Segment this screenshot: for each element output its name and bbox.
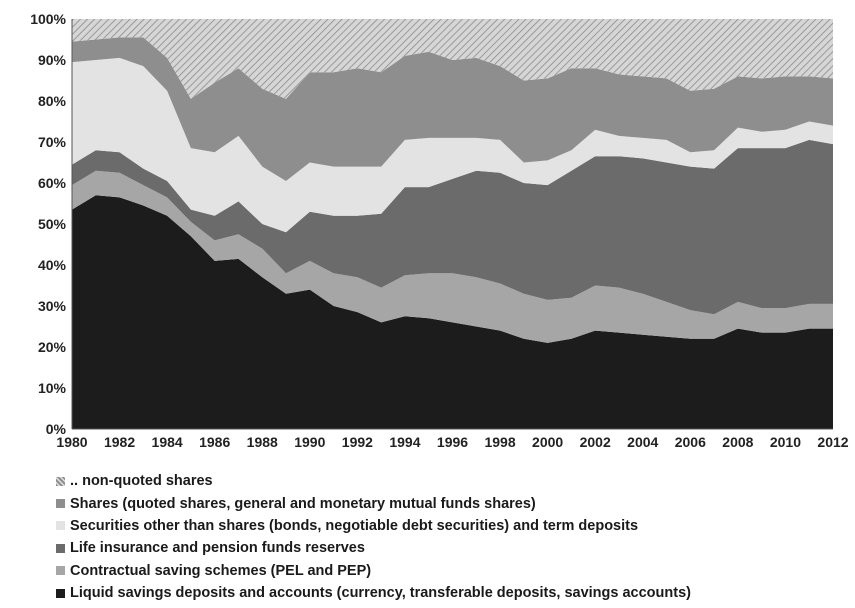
area-series-3 — [72, 57, 833, 233]
x-tick-label: 1980 — [56, 434, 87, 450]
x-tick-label: 1996 — [437, 434, 468, 450]
y-tick-label: 100% — [30, 11, 66, 27]
y-tick-label: 80% — [38, 93, 67, 109]
legend-swatch — [56, 499, 65, 509]
x-tick-label: 2012 — [817, 434, 848, 450]
y-tick-label: 10% — [38, 380, 67, 396]
plot-area — [72, 19, 833, 429]
area-series-2 — [72, 139, 833, 315]
area-series-5 — [72, 19, 833, 99]
legend-item: Liquid savings deposits and accounts (cu… — [56, 582, 691, 604]
y-axis: 0% 10% 20% 30% 40% 50% 60% 70% 80% 90% 100% — [30, 11, 73, 437]
x-tick-label: 1998 — [484, 434, 515, 450]
x-tick-label: 1994 — [389, 434, 420, 450]
x-tick-label: 1990 — [294, 434, 325, 450]
legend-swatch — [56, 543, 65, 553]
y-tick-label: 20% — [38, 339, 67, 355]
legend-item: Securities other than shares (bonds, neg… — [56, 515, 691, 537]
legend-label: Liquid savings deposits and accounts (cu… — [70, 585, 691, 602]
legend-item: .. non-quoted shares — [56, 470, 691, 492]
area-series-4 — [72, 37, 833, 182]
y-tick-label: 40% — [38, 257, 67, 273]
x-tick-label: 2004 — [627, 434, 658, 450]
y-tick-label: 50% — [38, 216, 67, 232]
x-tick-label: 2000 — [532, 434, 563, 450]
legend-swatch — [56, 566, 65, 576]
x-tick-label: 2008 — [722, 434, 753, 450]
x-tick-label: 2010 — [770, 434, 801, 450]
y-tick-label: 60% — [38, 175, 67, 191]
x-axis: 1980 1982 1984 1986 1988 1990 1992 1994 1996 1998… — [56, 428, 849, 450]
x-tick-label: 1984 — [152, 434, 183, 450]
y-tick-label: 70% — [38, 134, 67, 150]
legend-label: .. non-quoted shares — [70, 473, 213, 490]
x-tick-label: 1992 — [342, 434, 373, 450]
legend-item: Life insurance and pension funds reserve… — [56, 537, 691, 559]
legend-label: Securities other than shares (bonds, neg… — [70, 517, 639, 534]
x-tick-label: 2006 — [675, 434, 706, 450]
legend-label: Shares (quoted shares, general and monet… — [70, 495, 536, 512]
legend-swatch — [56, 521, 65, 531]
legend-swatch — [56, 588, 65, 598]
x-tick-label: 1982 — [104, 434, 135, 450]
x-tick-label: 1988 — [247, 434, 278, 450]
legend-label: Life insurance and pension funds reserve… — [70, 540, 365, 557]
x-tick-label: 2002 — [580, 434, 611, 450]
y-tick-label: 0% — [46, 421, 67, 437]
y-tick-label: 90% — [38, 52, 67, 68]
y-tick-label: 30% — [38, 298, 67, 314]
legend: .. non-quoted shares Shares (quoted share… — [56, 470, 691, 604]
x-tick-label: 1986 — [199, 434, 230, 450]
area-series-0 — [72, 195, 833, 429]
area-series-1 — [72, 170, 833, 343]
legend-swatch — [56, 476, 65, 486]
stacked-area-chart: 0%10%20%30%40%50%60%70%80%90%100% 1980 19… — [30, 11, 849, 450]
legend-item: Contractual saving schemes (PEL and PEP) — [56, 560, 691, 582]
legend-item: Shares (quoted shares, general and monet… — [56, 492, 691, 514]
legend-label: Contractual saving schemes (PEL and PEP) — [70, 562, 372, 579]
